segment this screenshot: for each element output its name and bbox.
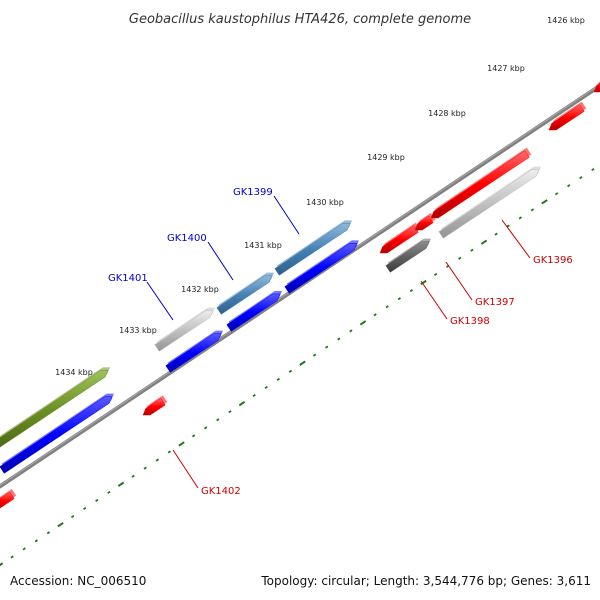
scale-tick — [276, 377, 280, 381]
scale-tick — [10, 555, 14, 559]
gene-feature-blue[interactable] — [226, 293, 281, 332]
scale-tick — [216, 418, 220, 422]
scale-tick — [178, 441, 185, 447]
gene-feature-blue[interactable] — [165, 333, 222, 373]
gene-label-gk1400[interactable]: GK1400 — [167, 233, 207, 244]
gene-label-gk1401[interactable]: GK1401 — [108, 273, 148, 284]
gene-feature-gk1400[interactable] — [216, 275, 273, 315]
gene-label-gk1397[interactable]: GK1397 — [475, 297, 515, 308]
scale-tick — [57, 522, 64, 528]
scale-tick — [22, 547, 26, 551]
scale-label: 1429 kbp — [367, 153, 405, 162]
scale-label: 1430 kbp — [306, 198, 344, 207]
gene-feature-gk1401[interactable] — [154, 310, 214, 352]
gene-feature-red[interactable] — [414, 215, 434, 231]
gene-leader-line — [207, 241, 234, 281]
scale-tick — [579, 176, 583, 180]
scale-tick — [167, 450, 172, 454]
scale-tick — [409, 289, 414, 293]
gene-feature-olive[interactable] — [0, 370, 109, 452]
scale-tick — [228, 410, 232, 414]
scale-tick — [518, 216, 522, 220]
gene-leader-line — [501, 219, 531, 259]
gene-feature-gk1402-neighbor[interactable] — [0, 396, 113, 474]
scale-tick — [131, 474, 135, 478]
gene-label-gk1402[interactable]: GK1402 — [201, 486, 241, 497]
scale-tick — [191, 434, 196, 438]
scale-label: 1434 kbp — [55, 368, 93, 377]
map-title: Geobacillus kaustophilus HTA426, complet… — [129, 12, 471, 27]
scale-tick — [252, 393, 256, 398]
gene-leader-line — [420, 280, 448, 320]
gene-feature-gk1398[interactable] — [385, 241, 430, 273]
scale-tick — [95, 498, 99, 502]
scale-tick — [83, 506, 87, 511]
gene-feature-gk1399[interactable] — [274, 223, 351, 276]
gene-leader-line — [146, 281, 174, 321]
scale-tick — [458, 256, 462, 260]
scale-label: 1426 kbp — [547, 16, 585, 25]
features — [0, 78, 600, 510]
gene-feature-red[interactable] — [548, 104, 585, 131]
gene-label-gk1396[interactable]: GK1396 — [533, 255, 573, 266]
scale-label: 1427 kbp — [487, 64, 525, 73]
scale-tick — [385, 305, 389, 309]
scale-tick — [264, 385, 268, 389]
gene-feature-red[interactable] — [593, 78, 600, 93]
scale-tick — [591, 168, 595, 172]
gene-feature-gray[interactable] — [438, 169, 540, 239]
accession-text: Accession: NC_006510 — [10, 574, 147, 588]
scale-tick — [470, 248, 474, 252]
scale-label: 1432 kbp — [181, 285, 219, 294]
scale-label: 1431 kbp — [244, 241, 282, 250]
gene-feature-gk1402[interactable] — [142, 397, 166, 416]
scale-tick — [480, 239, 488, 245]
scale-tick — [46, 531, 51, 535]
scale-tick — [34, 539, 38, 543]
scale-tick — [325, 345, 329, 349]
scale-tick — [554, 192, 559, 196]
genome-summary-text: Topology: circular; Length: 3,544,776 bp… — [261, 574, 591, 588]
scale-label: 1433 kbp — [119, 326, 157, 335]
gene-feature-gk1396[interactable] — [430, 150, 530, 219]
scale-tick — [397, 297, 401, 301]
tick-marks — [0, 90, 595, 567]
scale-tick — [238, 400, 246, 407]
scale-tick — [530, 208, 535, 212]
scale-label: 1428 kbp — [428, 109, 466, 118]
gene-leader-line — [445, 261, 473, 301]
scale-tick — [143, 466, 147, 470]
labels: 1426 kbp 1427 kbp 1428 kbp 1429 kbp 1430 kbp… — [55, 16, 585, 497]
scale-tick — [420, 279, 427, 286]
scale-tick — [373, 313, 377, 317]
scale-tick — [541, 199, 548, 205]
scale-tick — [433, 272, 438, 276]
scale-tick — [494, 232, 498, 236]
gene-feature-red[interactable] — [0, 491, 15, 510]
scale-tick — [204, 426, 208, 430]
scale-tick — [359, 320, 367, 326]
gene-label-gk1398[interactable]: GK1398 — [450, 316, 490, 327]
gene-leader-line — [172, 449, 199, 489]
scale-tick — [349, 329, 353, 333]
scale-tick — [155, 458, 159, 462]
scale-tick — [0, 562, 4, 567]
gene-label-gk1399[interactable]: GK1399 — [233, 187, 273, 198]
scale-tick — [337, 337, 341, 341]
scale-tick — [312, 353, 317, 357]
scale-tick — [567, 184, 571, 188]
scale-tick — [299, 360, 306, 366]
gene-feature-blue[interactable] — [284, 243, 358, 294]
scale-tick — [288, 369, 293, 373]
scale-tick — [117, 481, 125, 487]
gene-leader-line — [273, 195, 300, 235]
scale-tick — [107, 490, 111, 494]
scale-tick — [70, 515, 75, 519]
